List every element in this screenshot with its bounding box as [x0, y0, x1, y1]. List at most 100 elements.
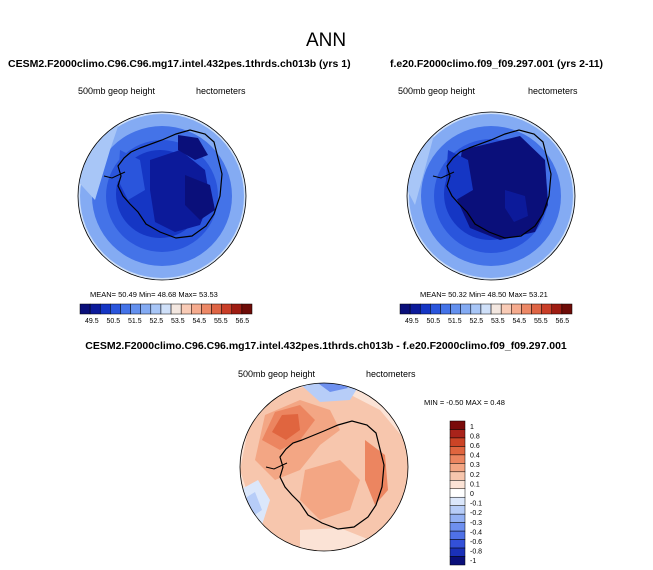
- colorbar-right-swatch: [531, 303, 542, 315]
- colorbar-left-tick-label: 50.5: [107, 318, 121, 325]
- colorbar-left-swatch: [89, 303, 101, 315]
- colorbar-left-swatch: [130, 303, 141, 315]
- colorbar-left-swatch: [211, 303, 222, 315]
- colorbar-diff-tick-label: -0.6: [470, 539, 482, 546]
- colorbar-diff-tick-label: 0.2: [470, 472, 480, 479]
- colorbar-diff-swatch: [449, 496, 466, 506]
- panel-right-units: hectometers: [528, 86, 578, 96]
- colorbar-right-swatch: [541, 303, 553, 315]
- colorbar-diff-swatch: [449, 420, 466, 430]
- colorbar-left: 49.5 50.5 51.5 52.5 53.5 54.5 55.5 56.5: [79, 303, 253, 325]
- colorbar-diff-swatch: [449, 454, 466, 464]
- colorbar-left-tick-label: 53.5: [171, 318, 185, 325]
- colorbar-right-swatch: [561, 303, 573, 315]
- colorbar-diff-swatch: [449, 505, 466, 515]
- colorbar-left-swatch: [231, 303, 243, 315]
- colorbar-left-swatch: [79, 303, 91, 315]
- colorbar-diff-tick-label: -1: [470, 558, 476, 565]
- colorbar-diff-swatch: [449, 429, 466, 439]
- map-left: [78, 112, 246, 280]
- colorbar-right-tick-label: 54.5: [513, 318, 527, 325]
- colorbar-diff-swatch: [449, 480, 466, 490]
- colorbar-right-tick-label: 49.5: [405, 318, 419, 325]
- colorbar-right-swatch: [419, 303, 431, 315]
- colorbar-right-swatch: [511, 303, 522, 315]
- colorbar-left-swatch: [221, 303, 233, 315]
- colorbar-diff-swatch: [449, 446, 466, 456]
- colorbar-left-tick-label: 56.5: [236, 318, 250, 325]
- colorbar-left-tick-label: 55.5: [214, 318, 228, 325]
- colorbar-right-tick-label: 51.5: [448, 318, 462, 325]
- colorbar-right-swatch: [440, 303, 451, 315]
- colorbar-diff-tick-label: 1: [470, 424, 474, 431]
- colorbar-diff-tick-label: 0.1: [470, 481, 480, 488]
- colorbar-diff-tick-label: 0.4: [470, 453, 480, 460]
- colorbar-diff: 1 0.8 0.6 0.4 0.3 0.2 0.1 0 -0.1 -0.2 -0.3 -0.4 -0.6…: [449, 420, 482, 566]
- map-diff: [240, 383, 408, 551]
- colorbar-diff-tick-label: -0.8: [470, 549, 482, 556]
- colorbar-left-swatch: [150, 303, 162, 315]
- colorbar-left-swatch: [241, 303, 253, 315]
- panel-right: f.e20.F2000climo.f09_f09.297.001 (yrs 2-…: [390, 58, 603, 325]
- panel-diff-stats: MIN = -0.50 MAX = 0.48: [424, 398, 505, 407]
- colorbar-diff-tick-label: -0.1: [470, 501, 482, 508]
- colorbar-diff-swatch: [449, 437, 466, 447]
- map-right: [407, 112, 575, 280]
- colorbar-right-tick-label: 55.5: [534, 318, 548, 325]
- panel-diff-title: CESM2.F2000climo.C96.C96.mg17.intel.432p…: [85, 340, 567, 352]
- colorbar-diff-swatch: [449, 463, 466, 473]
- panel-diff-variable: 500mb geop height: [238, 369, 316, 379]
- colorbar-right-swatch: [490, 303, 502, 315]
- colorbar-diff-swatch: [449, 547, 466, 557]
- colorbar-left-swatch: [160, 303, 172, 315]
- colorbar-right-tick-label: 56.5: [556, 318, 570, 325]
- colorbar-left-swatch: [201, 303, 212, 315]
- colorbar-right-swatch: [521, 303, 532, 315]
- colorbar-left-swatch: [110, 303, 121, 315]
- colorbar-right: 49.5 50.5 51.5 52.5 53.5 54.5 55.5 56.5: [399, 303, 573, 325]
- colorbar-left-tick-label: 54.5: [193, 318, 207, 325]
- panel-right-variable: 500mb geop height: [398, 86, 476, 96]
- colorbar-right-swatch: [500, 303, 512, 315]
- colorbar-diff-tick-label: 0.6: [470, 443, 480, 450]
- panel-right-title: f.e20.F2000climo.f09_f09.297.001 (yrs 2-…: [390, 58, 603, 70]
- panel-left-title: CESM2.F2000climo.C96.C96.mg17.intel.432p…: [8, 58, 351, 70]
- panel-left-stats: MEAN= 50.49 Min= 48.68 Max= 53.53: [90, 290, 218, 299]
- colorbar-left-swatch: [99, 303, 111, 315]
- colorbar-diff-swatch: [449, 539, 466, 549]
- colorbar-diff-tick-label: -0.4: [470, 529, 482, 536]
- colorbar-diff-tick-label: 0.3: [470, 462, 480, 469]
- colorbar-left-swatch: [180, 303, 192, 315]
- colorbar-right-swatch: [430, 303, 441, 315]
- colorbar-left-swatch: [120, 303, 131, 315]
- panel-diff-units: hectometers: [366, 369, 416, 379]
- colorbar-right-swatch: [460, 303, 472, 315]
- colorbar-right-tick-label: 50.5: [427, 318, 441, 325]
- colorbar-diff-tick-label: 0: [470, 491, 474, 498]
- colorbar-right-swatch: [409, 303, 421, 315]
- colorbar-left-swatch: [140, 303, 152, 315]
- panel-diff: CESM2.F2000climo.C96.C96.mg17.intel.432p…: [85, 340, 567, 566]
- colorbar-diff-swatch: [449, 556, 466, 566]
- colorbar-right-tick-label: 53.5: [491, 318, 505, 325]
- colorbar-right-tick-label: 52.5: [470, 318, 484, 325]
- colorbar-left-tick-label: 52.5: [150, 318, 164, 325]
- colorbar-left-swatch: [191, 303, 202, 315]
- colorbar-right-swatch: [470, 303, 482, 315]
- colorbar-left-swatch: [170, 303, 182, 315]
- panel-left-variable: 500mb geop height: [78, 86, 156, 96]
- colorbar-diff-swatch: [449, 513, 466, 523]
- colorbar-right-swatch: [551, 303, 563, 315]
- colorbar-diff-tick-label: -0.3: [470, 520, 482, 527]
- colorbar-right-swatch: [450, 303, 461, 315]
- colorbar-diff-tick-label: -0.2: [470, 510, 482, 517]
- panel-left: CESM2.F2000climo.C96.C96.mg17.intel.432p…: [8, 58, 351, 325]
- colorbar-right-swatch: [480, 303, 492, 315]
- colorbar-left-tick-label: 51.5: [128, 318, 142, 325]
- colorbar-right-swatch: [399, 303, 411, 315]
- colorbar-diff-swatch: [449, 522, 466, 532]
- panel-right-stats: MEAN= 50.32 Min= 48.50 Max= 53.21: [420, 290, 548, 299]
- colorbar-diff-swatch: [449, 471, 466, 481]
- colorbar-diff-tick-label: 0.8: [470, 433, 480, 440]
